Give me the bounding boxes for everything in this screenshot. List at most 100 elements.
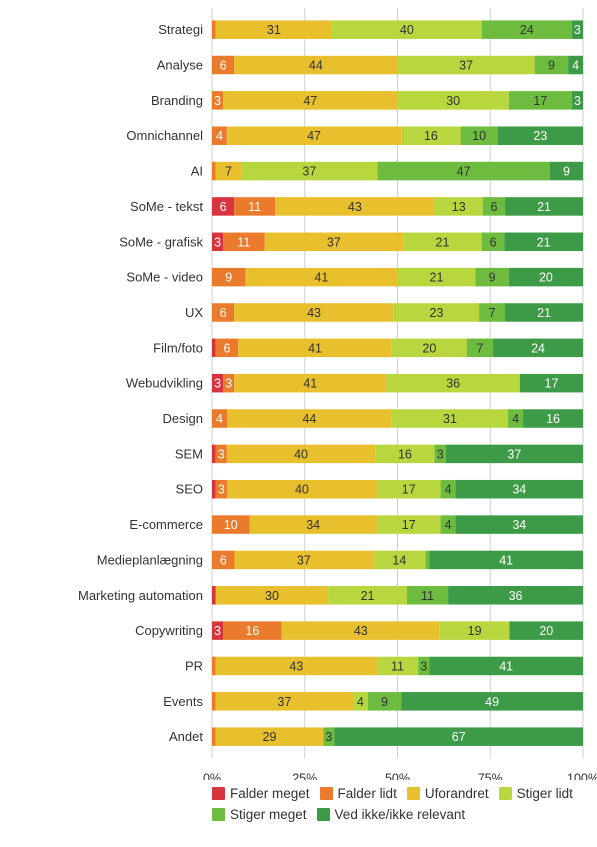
legend-item: Uforandret (406, 786, 489, 801)
bar-segments (212, 20, 583, 746)
bar-segment (406, 586, 449, 605)
data-label: 37 (327, 235, 341, 249)
legend-swatch (406, 787, 420, 800)
bar-segment (568, 55, 583, 75)
bar-segment (226, 444, 376, 464)
bar-segment (215, 479, 227, 499)
bar-segment (375, 444, 435, 464)
bar-segment (391, 409, 509, 428)
bar-segment (397, 267, 476, 287)
data-label: 41 (308, 341, 322, 355)
data-label: 40 (295, 483, 309, 497)
data-label: 49 (485, 695, 499, 709)
bar-segment (212, 267, 246, 287)
data-label: 41 (314, 271, 328, 285)
data-label: 13 (452, 200, 466, 214)
bar-segment (448, 586, 583, 605)
legend-label: Falder meget (230, 786, 310, 801)
data-label: 16 (398, 447, 412, 461)
data-label: 47 (303, 94, 317, 108)
bar-segment (401, 126, 461, 145)
data-label: 17 (402, 518, 416, 532)
data-label: 4 (216, 412, 223, 426)
data-label: 3 (218, 483, 225, 497)
bar-segment (234, 303, 394, 322)
bar-segment (328, 586, 407, 605)
bar-segment (440, 479, 456, 499)
bar-segment (212, 161, 216, 181)
data-label: 31 (443, 412, 457, 426)
data-label: 19 (468, 624, 482, 638)
data-label: 43 (307, 306, 321, 320)
bar-segment (377, 161, 550, 181)
legend-swatch (212, 787, 225, 800)
bar-segment (212, 692, 216, 711)
legend-label: Stiger meget (230, 807, 307, 822)
bar-segment (519, 373, 583, 393)
data-label: 3 (437, 447, 444, 461)
legend-swatch (319, 787, 333, 800)
bar-segment (439, 621, 510, 640)
data-label: 6 (220, 553, 227, 567)
data-label: 31 (267, 23, 281, 37)
data-label: 16 (546, 412, 560, 426)
bar-segment (481, 232, 505, 252)
bar-segment (466, 338, 494, 358)
bar-segment (249, 515, 377, 534)
category-label: SEO (176, 482, 203, 497)
bar-segment (481, 20, 572, 39)
data-label: 3 (214, 235, 221, 249)
data-label: 43 (348, 200, 362, 214)
bar-segment (497, 126, 583, 145)
x-axis-tick-labels: 0% 25% 50% 75% 100% (203, 771, 597, 780)
bar-segment (523, 409, 583, 428)
category-label: PR (185, 658, 203, 673)
category-label: Andet (169, 729, 203, 744)
bar-segment (215, 727, 324, 746)
category-label: Copywriting (135, 623, 203, 638)
category-label: SEM (175, 446, 203, 461)
category-label: Analyse (157, 58, 203, 73)
bar-segment (212, 409, 227, 428)
data-label: 21 (436, 235, 450, 249)
data-label: 10 (472, 129, 486, 143)
data-label: 44 (302, 412, 316, 426)
bar-segment (508, 91, 572, 110)
legend-item: Stiger meget (212, 807, 307, 822)
bar-segment (212, 55, 235, 75)
data-label: 4 (216, 129, 223, 143)
category-label: Design (163, 411, 203, 426)
data-label: 6 (220, 200, 227, 214)
category-label: Webudvikling (126, 376, 203, 391)
category-label: Events (163, 694, 203, 709)
bar-segment (508, 267, 583, 287)
data-label: 29 (263, 730, 277, 744)
category-label: Film/foto (153, 340, 203, 355)
bar-segment (223, 621, 282, 640)
data-label: 47 (307, 129, 321, 143)
data-label: 3 (214, 94, 221, 108)
bar-segment (245, 267, 398, 287)
bar-segment (508, 409, 524, 428)
bar-segment (334, 727, 583, 746)
bar-segment (505, 303, 583, 322)
bar-segment (455, 479, 583, 499)
data-label: 9 (225, 271, 232, 285)
data-label: 11 (248, 200, 261, 214)
legend-item: Stiger lidt (498, 786, 573, 801)
bar-segment (241, 161, 378, 181)
bar-segment (401, 692, 583, 711)
category-label: Medieplanlægning (97, 552, 203, 567)
data-label: 7 (476, 341, 483, 355)
data-label: 36 (446, 377, 460, 391)
bar-segment (215, 20, 332, 39)
bar-segment (505, 197, 583, 216)
data-label: 14 (392, 553, 406, 567)
bar-segment (397, 91, 509, 110)
data-label: 4 (445, 483, 452, 497)
bar-segment (238, 338, 392, 358)
bar-segment (534, 55, 569, 75)
bar-segment (571, 20, 583, 39)
bar-segment (212, 126, 227, 145)
data-label: 4 (357, 695, 364, 709)
